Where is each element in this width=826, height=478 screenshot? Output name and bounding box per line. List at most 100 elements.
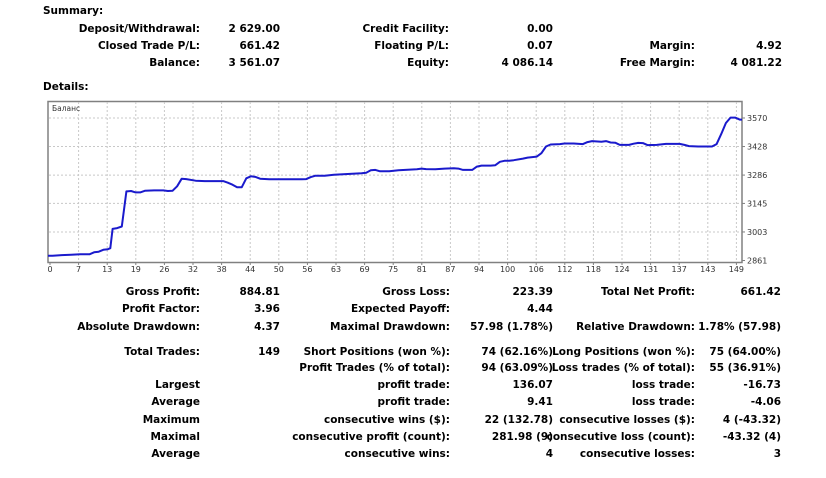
stat-label: Short Positions (won %):: [303, 346, 450, 358]
stat-label: Profit Factor:: [121, 303, 200, 315]
x-tick-label: 38: [217, 265, 227, 274]
stat-value: 281.98 (9): [491, 431, 553, 443]
y-tick-label: 3145: [747, 199, 767, 208]
x-tick-label: 94: [474, 265, 484, 274]
stat-label: profit trade:: [377, 396, 451, 408]
stat-label: Gross Profit:: [125, 286, 200, 298]
stat-value: -4.06: [750, 396, 781, 408]
x-tick-label: 100: [500, 265, 515, 274]
stat-label: Margin:: [649, 40, 695, 52]
stat-value: 884.81: [239, 286, 280, 298]
x-tick-label: 50: [274, 265, 284, 274]
stat-value: 136.07: [512, 379, 553, 391]
stat-label: Loss trades (% of total):: [551, 362, 695, 374]
stat-label: Floating P/L:: [374, 40, 449, 52]
y-tick-label: 3570: [747, 114, 767, 123]
stat-value: 661.42: [740, 286, 781, 298]
details-heading: Details:: [43, 81, 89, 93]
x-tick-label: 32: [188, 265, 198, 274]
chart-plot-area: [47, 100, 743, 264]
x-tick-label: 13: [102, 265, 112, 274]
stat-label: profit trade:: [377, 379, 451, 391]
x-tick-label: 118: [586, 265, 601, 274]
x-tick-label: 81: [417, 265, 427, 274]
stat-value: 22 (132.78): [484, 414, 553, 426]
y-tick-label: 2861: [747, 257, 767, 266]
stat-value: 1.78% (57.98): [698, 321, 781, 333]
x-tick-label: 69: [360, 265, 370, 274]
stat-label: Profit Trades (% of total):: [299, 362, 450, 374]
x-tick-label: 112: [557, 265, 572, 274]
stat-value: 0.07: [527, 40, 553, 52]
stat-value: 4.92: [756, 40, 782, 52]
stat-label: Total Net Profit:: [600, 286, 695, 298]
stat-label: Largest: [155, 379, 200, 391]
stat-value: 0.00: [527, 23, 553, 35]
stat-label: Gross Loss:: [382, 286, 450, 298]
stat-value: 4: [545, 448, 553, 460]
x-tick-label: 106: [529, 265, 544, 274]
x-tick-label: 137: [672, 265, 687, 274]
stat-value: 149: [258, 346, 280, 358]
stat-label: consecutive wins:: [344, 448, 450, 460]
stat-label: loss trade:: [631, 396, 695, 408]
stat-label: Credit Facility:: [362, 23, 449, 35]
x-tick-label: 56: [302, 265, 312, 274]
stat-label: Balance:: [149, 57, 200, 69]
stat-value: 4 (-43.32): [722, 414, 781, 426]
stat-label: Absolute Drawdown:: [77, 321, 200, 333]
y-axis: 2861 3003 3145 3286 3428 3570: [742, 114, 767, 266]
stat-value: 3 561.07: [228, 57, 280, 69]
stat-label: Relative Drawdown:: [576, 321, 695, 333]
stat-value: 4 081.22: [730, 57, 782, 69]
y-tick-label: 3428: [747, 143, 767, 152]
stat-value: 75 (64.00%): [709, 346, 781, 358]
stat-label: Expected Payoff:: [350, 303, 450, 315]
stat-label: Closed Trade P/L:: [97, 40, 200, 52]
stat-value: 3.96: [254, 303, 280, 315]
stat-value: 223.39: [512, 286, 553, 298]
x-tick-label: 7: [76, 265, 81, 274]
stat-value: -16.73: [743, 379, 781, 391]
stat-label: loss trade:: [631, 379, 695, 391]
stat-label: Free Margin:: [619, 57, 695, 69]
stat-value: 4.37: [254, 321, 280, 333]
x-tick-label: 143: [700, 265, 715, 274]
stat-label: consecutive wins ($):: [323, 414, 450, 426]
stat-value: 94 (63.09%): [481, 362, 553, 374]
stat-value: 3: [773, 448, 781, 460]
x-tick-label: 124: [614, 265, 629, 274]
stat-label: consecutive losses:: [579, 448, 695, 460]
y-tick-label: 3003: [747, 228, 767, 237]
summary-heading: Summary:: [43, 5, 104, 17]
chart-grid: [49, 102, 741, 262]
stat-value: -43.32 (4): [722, 431, 781, 443]
stat-label: consecutive profit (count):: [292, 431, 450, 443]
x-tick-label: 149: [729, 265, 744, 274]
x-tick-label: 19: [131, 265, 141, 274]
balance-line: [48, 116, 742, 257]
stat-value: 57.98 (1.78%): [470, 321, 553, 333]
x-tick-label: 87: [445, 265, 455, 274]
stat-label: Average: [151, 396, 200, 408]
stat-value: 4 086.14: [501, 57, 553, 69]
stat-value: 4.44: [527, 303, 553, 315]
x-tick-label: 75: [388, 265, 398, 274]
x-axis: 0 7 13 19 26 32 38 44 50 56 63 69 75 81 87 94 100 106 112 1…: [47, 262, 744, 274]
x-tick-label: 44: [245, 265, 255, 274]
stat-label: Maximal: [150, 431, 200, 443]
stat-value: 9.41: [527, 396, 553, 408]
stat-value: 661.42: [239, 40, 280, 52]
stat-label: Long Positions (won %):: [552, 346, 695, 358]
stat-label: Maximal Drawdown:: [330, 321, 450, 333]
stat-label: Deposit/Withdrawal:: [78, 23, 200, 35]
stat-label: Total Trades:: [124, 346, 200, 358]
stat-label: Equity:: [407, 57, 449, 69]
chart-title: Баланс: [52, 104, 80, 113]
x-tick-label: 26: [159, 265, 169, 274]
y-tick-label: 3286: [747, 171, 767, 180]
stat-value: 55 (36.91%): [709, 362, 781, 374]
stat-label: Maximum: [142, 414, 200, 426]
stat-label: consecutive losses ($):: [559, 414, 695, 426]
x-tick-label: 131: [643, 265, 658, 274]
